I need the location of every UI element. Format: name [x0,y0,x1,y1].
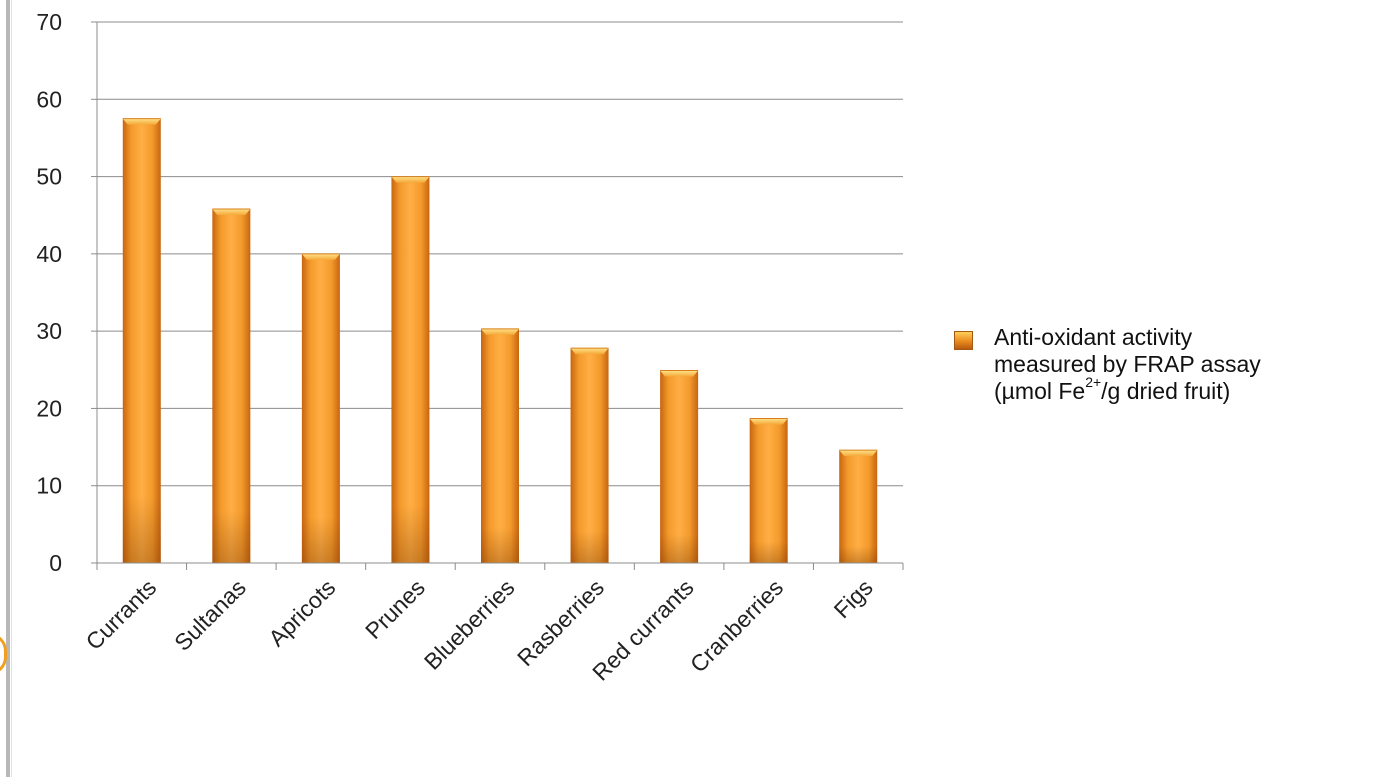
bar-cap [749,418,788,425]
y-tick-label: 60 [36,86,62,112]
bar-cranberries [749,417,788,563]
legend-line-3: (µmol Fe2+/g dried fruit) [994,375,1374,405]
legend-unit-prefix: (µmol Fe [994,378,1086,404]
bar-currants [122,118,161,563]
x-category-label: Apricots [263,574,340,651]
x-category-label: Currants [81,574,162,655]
legend-unit-suffix: /g dried fruit) [1101,378,1231,404]
bar-cap [301,253,340,260]
bar-shade [839,450,878,563]
x-category-label: Cranberries [685,574,788,677]
bar-sultanas [212,208,251,563]
bar-shade [301,253,340,563]
y-tick-label: 50 [36,164,62,190]
axes [91,21,904,570]
bar-red-currants [660,370,699,563]
x-category-label: Blueberries [419,574,520,675]
bar-shade [212,209,251,563]
legend-swatch [954,331,973,350]
bar-rasberries [570,347,609,563]
bar-figs [839,449,878,563]
bar-cap [839,450,878,457]
legend-label: Anti-oxidant activity measured by FRAP a… [994,324,1374,405]
bar-shade [570,348,609,563]
y-tick-label: 30 [36,318,62,344]
bar-cap [122,118,161,125]
y-tick-label: 20 [36,395,62,421]
bar-blueberries [481,328,519,563]
y-tick-label: 0 [49,550,62,576]
y-tick-label: 10 [36,473,62,499]
bar-shade [391,176,430,564]
bar-shade [749,418,788,563]
x-category-label: Prunes [360,574,430,644]
legend: Anti-oxidant activity measured by FRAP a… [954,324,1374,405]
bar-shade [660,370,699,563]
bar-shade [481,328,519,563]
x-category-label: Rasberries [512,574,609,671]
bar-apricots [301,253,340,563]
axis-labels: 0 10 20 30 40 50 60 70 Currants Sultanas Apricots P… [36,9,877,686]
y-tick-label: 70 [36,9,62,35]
bar-cap [391,176,430,183]
x-category-label: Figs [829,574,878,623]
bar-cap [570,348,609,355]
legend-unit-superscript: 2+ [1085,374,1102,391]
bar-shade [122,118,161,563]
x-category-label: Sultanas [169,574,251,656]
slide-left-border-inner [11,0,12,777]
legend-line-2: measured by FRAP assay [994,351,1261,377]
bar-cap [481,328,519,335]
bar-cap [212,209,251,216]
slide-left-border [6,0,10,777]
bars [122,118,878,564]
y-tick-label: 40 [36,241,62,267]
bar-prunes [391,176,430,564]
bar-cap [660,370,699,377]
legend-line-1: Anti-oxidant activity [994,324,1193,350]
